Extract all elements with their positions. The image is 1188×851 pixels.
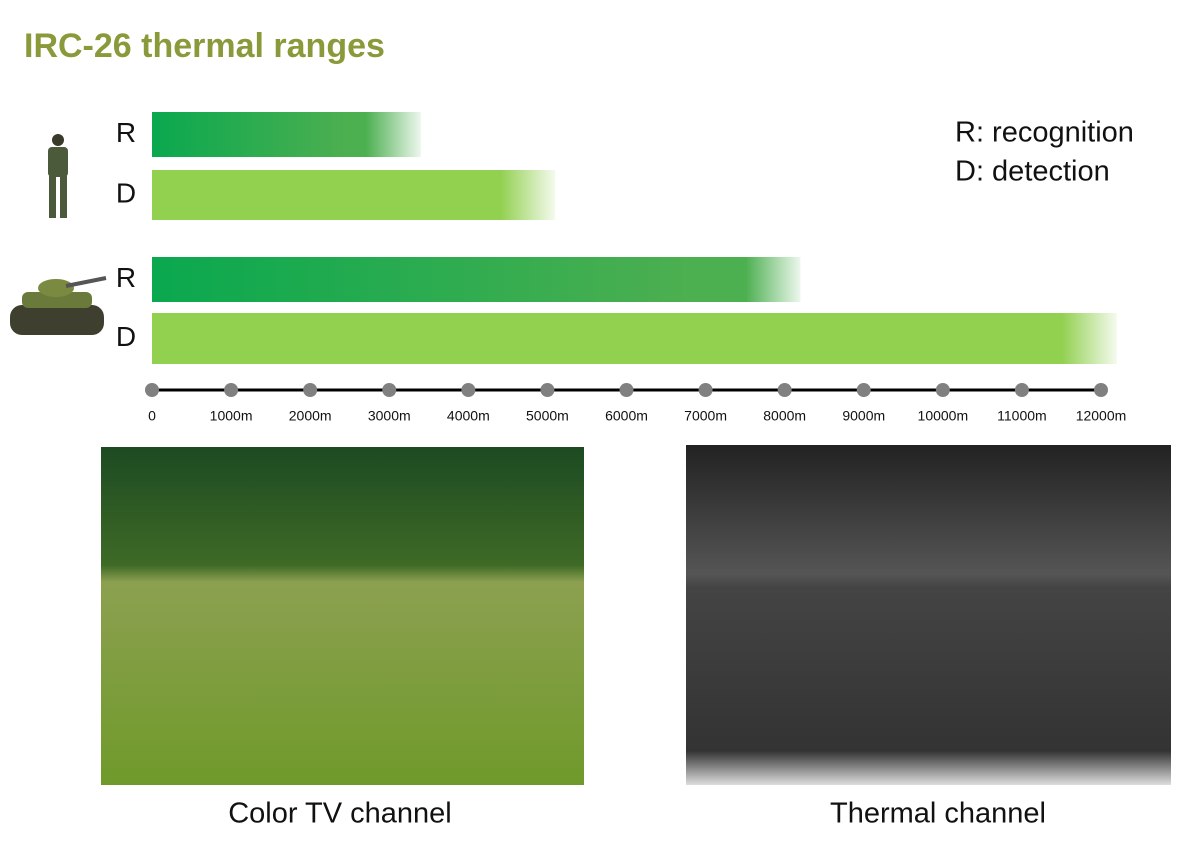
tick-mark [1014,383,1029,397]
x-tick-label: 11000m [997,408,1047,424]
x-tick-label: 10000m [918,408,969,424]
tick-mark [698,383,713,397]
x-tick-label: 12000m [1076,408,1127,424]
color-photo [101,447,584,785]
caption: Thermal channel [830,798,1046,830]
bar [152,170,556,220]
tick-mark [1094,383,1108,397]
legend-note: D: detection [955,156,1110,188]
tick-mark [224,383,239,397]
tick-mark [461,383,476,397]
x-tick-label: 8000m [763,408,806,424]
x-tick-label: 5000m [526,408,569,424]
x-tick-label: 3000m [368,408,411,424]
x-tick-label: 1000m [210,408,253,424]
x-tick-label: 0 [148,408,156,424]
x-tick-label: 6000m [605,408,648,424]
tick-mark [303,383,318,397]
legend-note: R: recognition [955,117,1134,149]
x-tick-label: 7000m [684,408,727,424]
bar [152,313,1117,364]
x-tick-label: 9000m [842,408,885,424]
tick-mark [145,383,159,397]
soldier-icon [48,134,68,218]
tick-mark [619,383,634,397]
bar [152,257,801,302]
plot: 0 1000m 2000m 3000m 4000m 5000m 6000m 7000m 8000… [116,112,1126,424]
tick-mark [382,383,397,397]
bar [152,112,421,157]
tick-mark [777,383,792,397]
x-tick-label: 2000m [289,408,332,424]
caption: Color TV channel [228,798,452,830]
row-label: R [116,262,136,293]
row-label: D [116,177,136,208]
chart-title: IRC-26 thermal ranges [24,27,385,65]
thermal-photo [686,445,1171,785]
tick-mark [935,383,950,397]
row-label: D [116,321,136,352]
row-label: R [116,117,136,148]
tick-mark [540,383,555,397]
tick-mark [856,383,871,397]
x-tick-label: 4000m [447,408,490,424]
tank-icon [10,276,107,335]
